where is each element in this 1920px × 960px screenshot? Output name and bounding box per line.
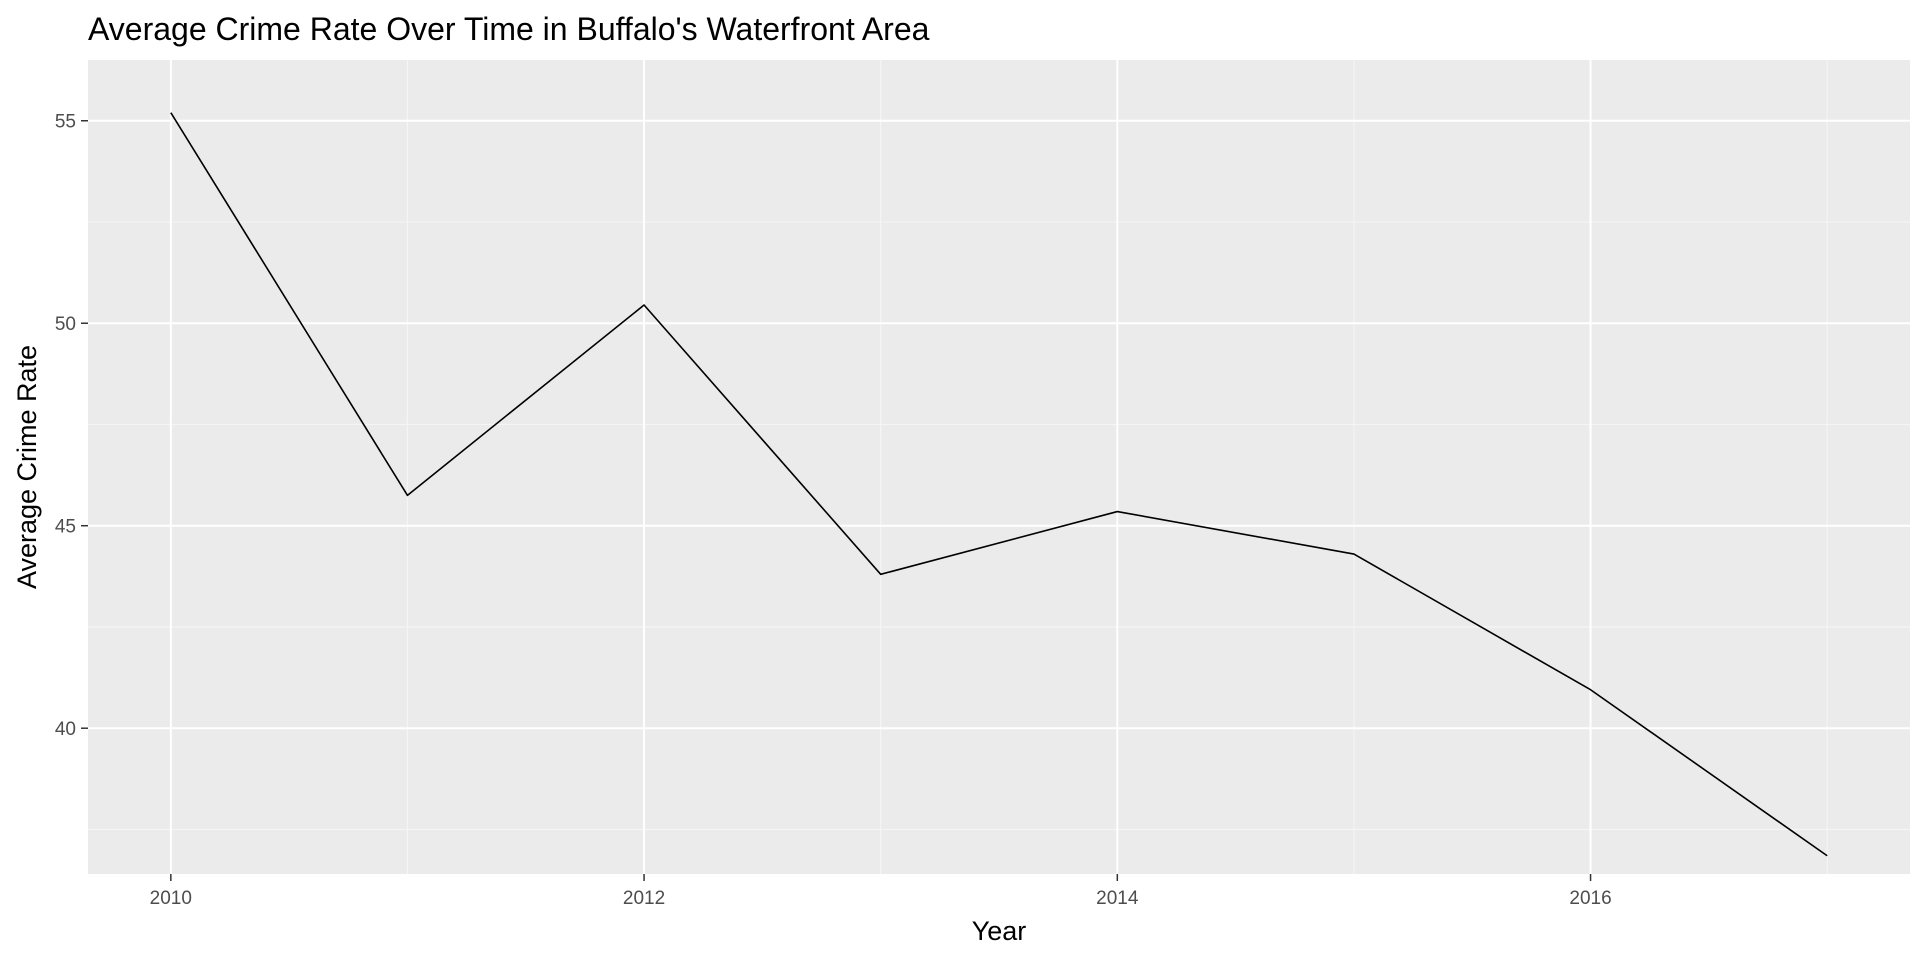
x-tick-label: 2012 bbox=[623, 888, 665, 909]
series-layer bbox=[170, 112, 1828, 857]
series-line-0 bbox=[170, 112, 1828, 857]
y-tick-label: 45 bbox=[55, 517, 76, 538]
x-tick-label: 2016 bbox=[1569, 888, 1611, 909]
major-gridlines bbox=[88, 60, 1910, 874]
plot-panel bbox=[88, 60, 1910, 874]
x-tick-label: 2010 bbox=[150, 888, 192, 909]
y-tick-label: 50 bbox=[55, 314, 76, 335]
x-axis-title: Year bbox=[972, 916, 1027, 946]
x-tick-label: 2014 bbox=[1096, 888, 1139, 909]
minor-gridlines bbox=[88, 60, 1910, 874]
y-axis: 40 45 50 55 bbox=[55, 112, 88, 740]
chart-title: Average Crime Rate Over Time in Buffalo'… bbox=[88, 11, 930, 47]
y-tick-label: 40 bbox=[55, 719, 76, 740]
y-axis-title: Average Crime Rate bbox=[12, 345, 42, 589]
x-axis: 2010 2012 2014 2016 bbox=[150, 874, 1612, 909]
y-tick-label: 55 bbox=[55, 112, 76, 133]
